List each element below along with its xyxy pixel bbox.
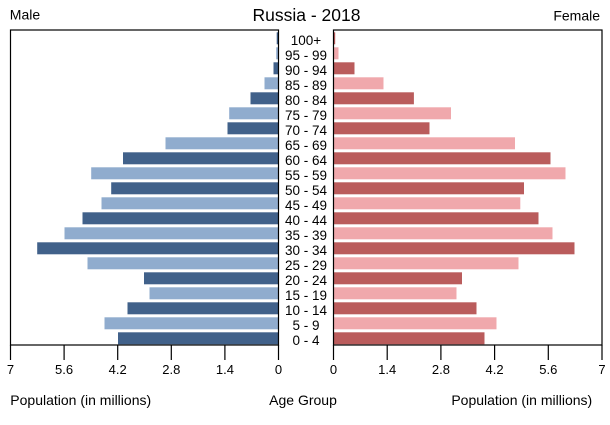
svg-text:35 - 39: 35 - 39: [285, 228, 327, 243]
svg-text:2.8: 2.8: [162, 362, 180, 377]
svg-text:4.2: 4.2: [109, 362, 127, 377]
svg-text:85 - 89: 85 - 89: [285, 78, 327, 93]
svg-text:30 - 34: 30 - 34: [285, 243, 328, 258]
svg-text:Population (in millions): Population (in millions): [10, 392, 151, 408]
svg-text:60 - 64: 60 - 64: [285, 153, 328, 168]
svg-text:70 - 74: 70 - 74: [285, 123, 328, 138]
svg-text:4.2: 4.2: [486, 362, 504, 377]
svg-text:95 - 99: 95 - 99: [285, 48, 327, 63]
svg-text:0: 0: [330, 362, 337, 377]
svg-text:65 - 69: 65 - 69: [285, 138, 327, 153]
svg-text:7: 7: [7, 362, 14, 377]
svg-text:Female: Female: [553, 8, 600, 24]
svg-text:7: 7: [598, 362, 605, 377]
svg-text:50 - 54: 50 - 54: [285, 183, 328, 198]
svg-text:Age Group: Age Group: [269, 392, 337, 408]
svg-text:100+: 100+: [291, 33, 322, 48]
svg-text:5.6: 5.6: [55, 362, 73, 377]
svg-text:1.4: 1.4: [378, 362, 396, 377]
svg-text:80 - 84: 80 - 84: [285, 93, 328, 108]
svg-text:2.8: 2.8: [432, 362, 450, 377]
svg-text:40 - 44: 40 - 44: [285, 213, 328, 228]
svg-text:20 - 24: 20 - 24: [285, 273, 328, 288]
svg-text:90 - 94: 90 - 94: [285, 63, 328, 78]
svg-text:5.6: 5.6: [539, 362, 557, 377]
svg-text:25 - 29: 25 - 29: [285, 258, 327, 273]
svg-text:5 - 9: 5 - 9: [292, 318, 319, 333]
svg-text:0 - 4: 0 - 4: [292, 333, 320, 348]
svg-text:0: 0: [275, 362, 282, 377]
svg-text:15 - 19: 15 - 19: [285, 288, 327, 303]
svg-text:75 - 79: 75 - 79: [285, 108, 327, 123]
svg-text:Population (in millions): Population (in millions): [451, 392, 592, 408]
svg-text:Male: Male: [10, 7, 41, 23]
svg-text:55 - 59: 55 - 59: [285, 168, 327, 183]
svg-text:45 - 49: 45 - 49: [285, 198, 327, 213]
svg-text:1.4: 1.4: [216, 362, 234, 377]
svg-text:Russia - 2018: Russia - 2018: [253, 5, 361, 25]
svg-text:10 - 14: 10 - 14: [285, 303, 328, 318]
